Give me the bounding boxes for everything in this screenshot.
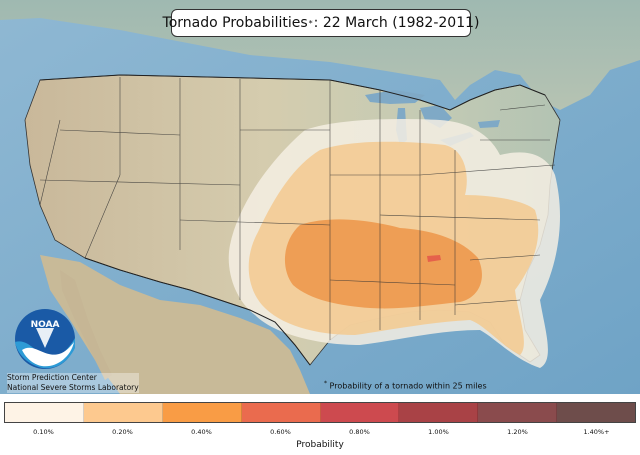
- baja-land: [60, 270, 112, 380]
- footnote: * Probability of a tornado within 25 mil…: [324, 380, 487, 391]
- legend-swatch: [162, 403, 242, 422]
- map-title: Tornado Probabilities *: 22 March (1982-2…: [163, 9, 479, 37]
- legend-swatch: [241, 403, 321, 422]
- legend-swatch: [83, 403, 163, 422]
- title-marker: *: [308, 18, 313, 28]
- legend-tick-label: 0.80%: [349, 428, 370, 436]
- footnote-marker: *: [324, 380, 327, 387]
- organization-line1: Storm Prediction Center: [7, 373, 97, 382]
- probability-map: [0, 0, 640, 394]
- noaa-logo: NOAA: [14, 308, 76, 370]
- contour-060: [427, 255, 441, 262]
- legend-swatch: [399, 403, 479, 422]
- legend-tick-label: 0.40%: [191, 428, 212, 436]
- legend-tick-label: 0.20%: [112, 428, 133, 436]
- legend-tick-label: 1.20%: [507, 428, 528, 436]
- legend-title: Probability: [296, 440, 344, 450]
- canada-land: [0, 0, 640, 110]
- organization-credit: Storm Prediction Center National Severe …: [7, 373, 139, 393]
- legend-tick-label: 1.40%+: [583, 428, 610, 436]
- legend-swatch: [557, 403, 635, 422]
- title-rest: : 22 March (1982-2011): [313, 15, 480, 31]
- organization-line2: National Severe Storms Laboratory: [7, 383, 139, 392]
- title-main: Tornado Probabilities: [162, 15, 308, 31]
- mexico-land: [40, 255, 310, 394]
- legend-swatch: [320, 403, 400, 422]
- footnote-text: Probability of a tornado within 25 miles: [329, 381, 487, 391]
- legend-colorbar: [4, 402, 636, 423]
- canada-border: [39, 74, 546, 111]
- legend-tick-label: 1.00%: [428, 428, 449, 436]
- legend-tick-label: 0.10%: [33, 428, 54, 436]
- noaa-logo-text: NOAA: [31, 320, 60, 330]
- state-borders: [39, 77, 556, 340]
- legend-swatch: [478, 403, 558, 422]
- legend-ticks: 0.10% 0.20% 0.40% 0.60% 0.80% 1.00% 1.20% 1.40%…: [4, 428, 636, 440]
- legend-swatch: [5, 403, 84, 422]
- legend-tick-label: 0.60%: [270, 428, 291, 436]
- contour-040: [284, 219, 482, 309]
- mexico-border: [84, 257, 311, 366]
- lake-ontario: [478, 120, 500, 128]
